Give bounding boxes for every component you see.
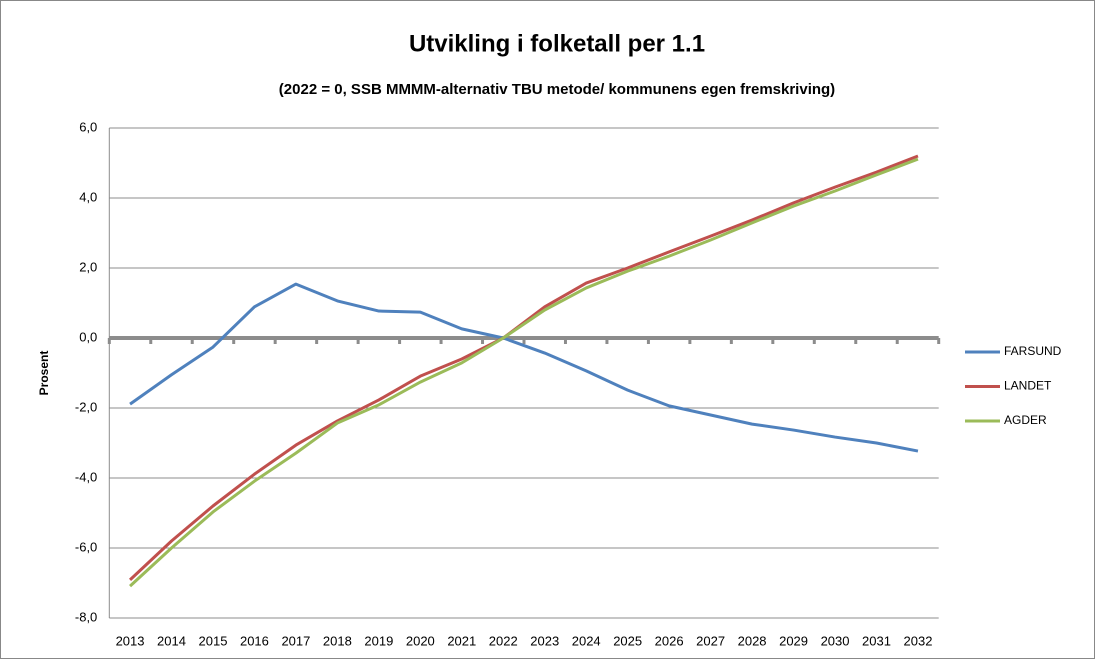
x-tick-label: 2029: [779, 633, 808, 648]
y-tick-label: 4,0: [79, 189, 97, 204]
x-tick-label: 2032: [904, 633, 933, 648]
x-tick-label: 2030: [821, 633, 850, 648]
y-tick-label: 0,0: [79, 329, 97, 344]
chart-subtitle: (2022 = 0, SSB MMMM-alternativ TBU metod…: [279, 81, 835, 98]
x-tick-label: 2020: [406, 633, 435, 648]
x-tick-label: 2018: [323, 633, 352, 648]
x-tick-label: 2023: [530, 633, 559, 648]
x-tick-label: 2014: [157, 633, 186, 648]
x-tick-label: 2025: [613, 633, 642, 648]
legend-label: FARSUND: [1004, 344, 1062, 358]
x-tick-label: 2021: [447, 633, 476, 648]
x-tick-label: 2031: [862, 633, 891, 648]
x-tick-label: 2017: [281, 633, 310, 648]
chart-title: Utvikling i folketall per 1.1: [409, 30, 705, 57]
y-tick-label: -8,0: [75, 609, 97, 624]
x-tick-label: 2026: [655, 633, 684, 648]
y-axis-label: Prosent: [37, 351, 51, 396]
x-tick-label: 2028: [738, 633, 767, 648]
y-tick-label: -6,0: [75, 539, 97, 554]
x-tick-label: 2013: [116, 633, 145, 648]
x-tick-label: 2022: [489, 633, 518, 648]
series-line: [129, 282, 919, 453]
x-tick-label: 2027: [696, 633, 725, 648]
y-tick-label: 2,0: [79, 259, 97, 274]
x-tick-label: 2016: [240, 633, 269, 648]
series-line: [129, 157, 919, 588]
y-tick-label: 6,0: [79, 119, 97, 134]
y-tick-label: -2,0: [75, 399, 97, 414]
x-tick-label: 2015: [199, 633, 228, 648]
legend-label: AGDER: [1004, 413, 1047, 427]
x-tick-label: 2019: [364, 633, 393, 648]
legend-label: LANDET: [1004, 379, 1052, 393]
x-tick-label: 2024: [572, 633, 601, 648]
y-tick-label: -4,0: [75, 469, 97, 484]
